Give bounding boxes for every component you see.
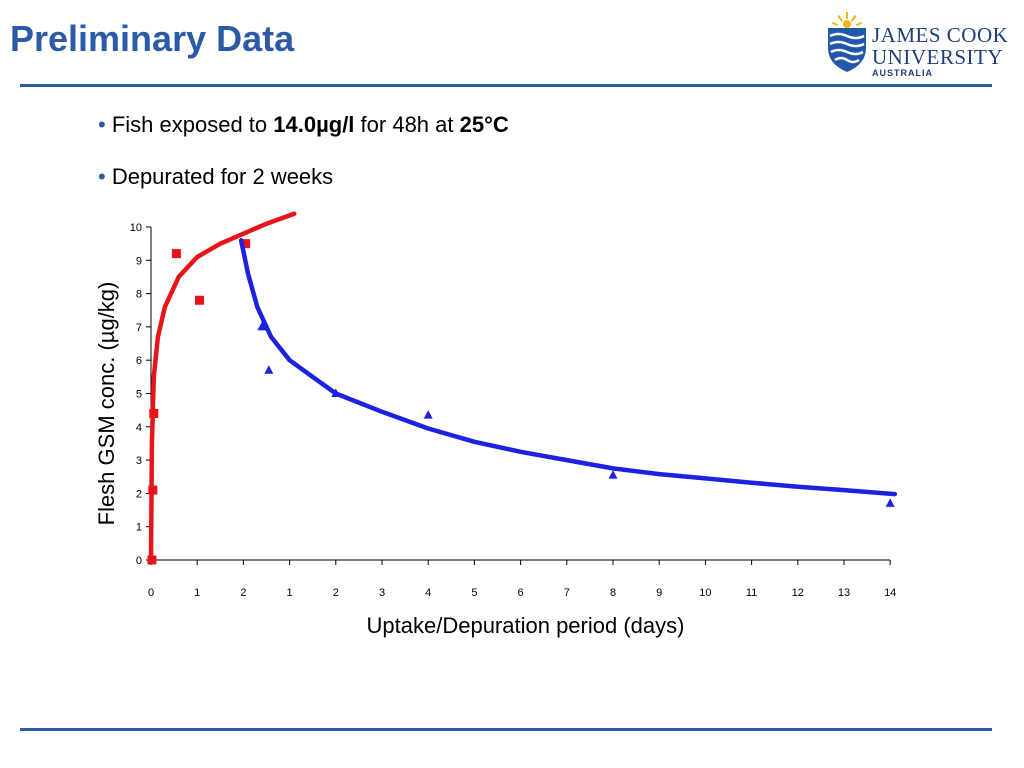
y-tick-label: 5 — [136, 389, 142, 401]
uptake-data-point — [148, 485, 158, 495]
bullet-text: Depurated for 2 weeks — [111, 164, 334, 189]
x-tick-label: 2 — [333, 587, 339, 599]
depuration-data-point — [264, 365, 274, 374]
slide-title: Preliminary Data — [10, 18, 295, 59]
uptake-data-point — [241, 239, 251, 249]
bullet-text: Fish exposed to — [111, 112, 274, 137]
y-tick-label: 9 — [136, 255, 142, 267]
bullet-depuration: • Depurated for 2 weeks — [98, 164, 333, 190]
x-tick-label: 12 — [792, 587, 804, 599]
y-axis-label: Flesh GSM conc. (µg/kg) — [94, 282, 119, 526]
bullet-marker: • — [98, 112, 106, 137]
x-tick-label: 4 — [425, 587, 431, 599]
x-tick-label: 8 — [610, 587, 616, 599]
x-tick-label: 2 — [240, 587, 246, 599]
bullet-concentration: 14.0µg/l — [273, 112, 355, 137]
uptake-data-point — [149, 408, 159, 418]
uptake-data-point — [171, 249, 181, 259]
x-tick-label: 10 — [699, 587, 711, 599]
depuration-data-point — [885, 498, 895, 507]
depuration-data-point — [331, 388, 341, 397]
uptake-fit-curve — [148, 211, 297, 563]
bullet-exposure: • Fish exposed to 14.0µg/l for 48h at 25… — [98, 112, 509, 138]
x-axis-label: Uptake/Depuration period (days) — [367, 613, 685, 638]
x-tick-label: 3 — [379, 587, 385, 599]
y-tick-label: 1 — [136, 522, 142, 534]
x-tick-label: 1 — [287, 587, 293, 599]
bullet-text: for 48h at — [354, 112, 460, 137]
footer-rule — [20, 728, 992, 731]
header-rule — [20, 84, 992, 87]
depuration-data-point — [608, 470, 618, 479]
bullet-temperature: 25°C — [459, 112, 509, 137]
x-tick-label: 9 — [656, 587, 662, 599]
x-tick-label: 0 — [148, 587, 154, 599]
y-tick-label: 8 — [136, 289, 142, 301]
uptake-data-point — [147, 555, 157, 565]
logo-text-line1: JAMES COOK — [872, 23, 1009, 47]
uptake-data-point — [195, 295, 205, 305]
y-tick-label: 0 — [136, 555, 142, 567]
university-logo: JAMES COOK UNIVERSITY AUSTRALIA — [826, 10, 1012, 80]
y-tick-label: 7 — [136, 322, 142, 334]
depuration-data-point — [257, 321, 267, 331]
y-tick-label: 10 — [130, 222, 142, 234]
x-tick-label: 5 — [471, 587, 477, 599]
depuration-data-point — [423, 410, 433, 419]
bullet-marker: • — [98, 164, 106, 189]
x-tick-label: 13 — [838, 587, 850, 599]
logo-text-line2: UNIVERSITY — [872, 45, 1003, 69]
x-tick-label: 11 — [746, 587, 757, 599]
jcu-crest-icon — [828, 12, 866, 72]
y-tick-label: 3 — [136, 455, 142, 467]
logo-text-line3: AUSTRALIA — [872, 68, 933, 78]
x-tick-label: 1 — [194, 587, 200, 599]
x-tick-label: 7 — [564, 587, 570, 599]
y-tick-label: 6 — [136, 355, 142, 367]
y-tick-label: 2 — [136, 488, 142, 500]
x-tick-label: 14 — [884, 587, 896, 599]
depuration-fit-curve — [238, 238, 898, 497]
y-tick-label: 4 — [136, 422, 142, 434]
x-tick-label: 6 — [518, 587, 524, 599]
